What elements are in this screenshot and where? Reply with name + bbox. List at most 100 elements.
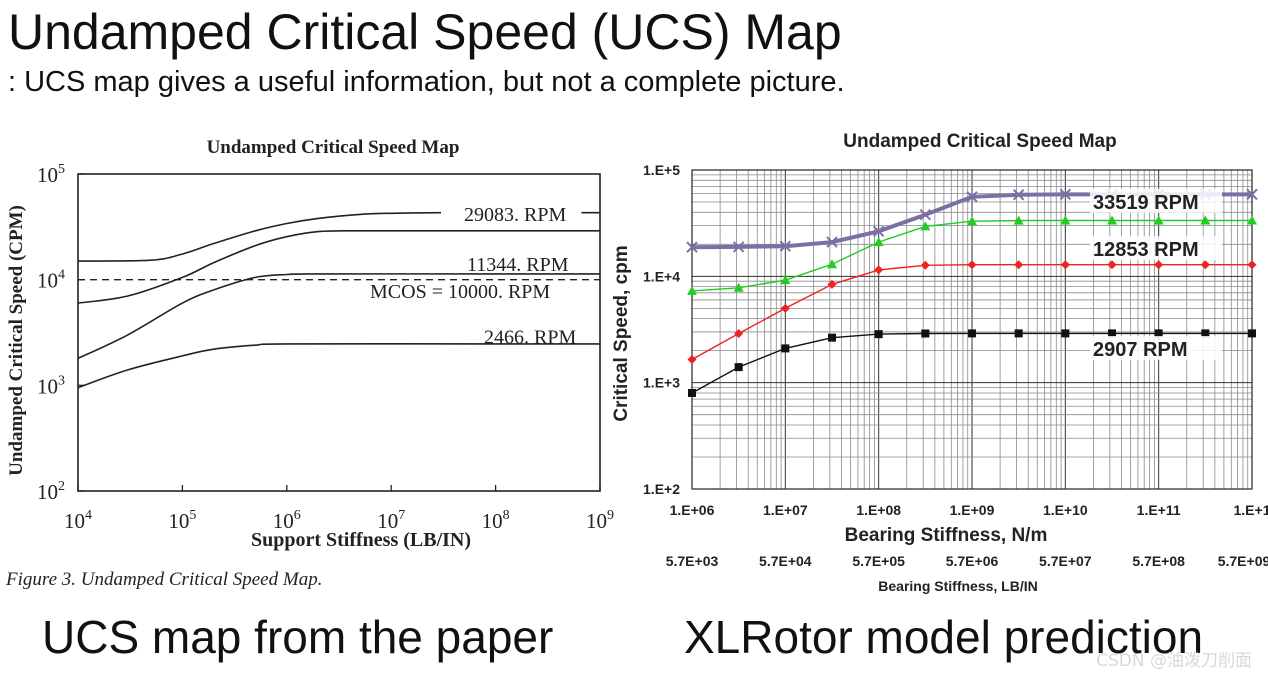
xlrotor-point — [1060, 260, 1070, 270]
xlrotor-x-tick-label: 1.E+06 — [670, 502, 715, 518]
xlrotor-point — [827, 259, 837, 269]
xlrotor-point — [1060, 215, 1071, 225]
xlrotor-y-axis-label: Critical Speed, cpm — [611, 245, 632, 421]
xlrotor-point — [732, 241, 745, 253]
xlrotor-annotation: 12853 RPM — [1093, 239, 1199, 261]
caption-paper: UCS map from the paper — [42, 611, 554, 663]
paper-annotation: 11344. RPM — [467, 254, 569, 276]
xlrotor-point — [919, 208, 932, 221]
xlrotor-point — [1153, 215, 1164, 225]
xlrotor-annotation-bg — [1090, 336, 1222, 361]
xlrotor-point — [779, 240, 792, 252]
paper-x-tick-label: 106 — [273, 508, 301, 533]
xlrotor-point — [921, 329, 930, 338]
watermark: CSDN @油泼刀削面 — [1096, 651, 1252, 671]
xlrotor-annotation-bg — [1090, 236, 1222, 261]
xlrotor-point — [1108, 329, 1116, 338]
xlrotor-y-tick-label: 1.E+4 — [643, 268, 680, 284]
xlrotor-point — [1200, 260, 1210, 270]
xlrotor-y-tick-label: 1.E+3 — [643, 375, 680, 391]
xlrotor-point — [920, 221, 931, 231]
xlrotor-point — [733, 282, 744, 292]
xlrotor-point — [781, 344, 790, 353]
paper-curve-mode2 — [77, 273, 600, 360]
paper-chart-title: Undamped Critical Speed Map — [207, 137, 460, 158]
paper-y-tick-label: 103 — [37, 373, 65, 398]
xlrotor-y-tick-label: 1.E+5 — [643, 162, 680, 178]
paper-y-tick-label: 105 — [37, 162, 65, 187]
xlrotor-point — [1107, 260, 1117, 270]
paper-curve-mode1 — [77, 343, 600, 389]
paper-annotation: 29083. RPM — [464, 204, 566, 226]
paper-plot-frame — [77, 173, 601, 492]
xlrotor-point — [1107, 215, 1117, 225]
xlrotor-point — [780, 303, 790, 313]
paper-annotation: 2466. RPM — [484, 326, 576, 348]
xlrotor-x2-tick-label: 5.7E+08 — [1132, 553, 1185, 569]
xlrotor-x2-tick-label: 5.7E+03 — [666, 553, 719, 569]
xlrotor-x-tick-label: 1.E+07 — [763, 502, 808, 518]
xlrotor-point — [1059, 188, 1072, 201]
xlrotor-point — [1154, 260, 1164, 270]
page-title: Undamped Critical Speed (UCS) Map — [8, 4, 842, 60]
xlrotor-point — [734, 328, 744, 338]
xlrotor-x-tick-label: 1.E+1 — [1234, 502, 1268, 518]
xlrotor-point — [826, 236, 838, 248]
xlrotor-point — [1012, 189, 1025, 201]
paper-x-tick-label: 108 — [482, 508, 510, 533]
xlrotor-grid — [691, 170, 1252, 490]
xlrotor-point — [966, 191, 978, 203]
xlrotor-x-axis-label: Bearing Stiffness, N/m — [845, 525, 1048, 546]
xlrotor-x2-axis-label: Bearing Stiffness, LB/IN — [878, 578, 1037, 594]
xlrotor-chart: Undamped Critical Speed Map 1.E+06 1.E+07 1… — [611, 131, 1268, 594]
xlrotor-point — [967, 260, 977, 270]
xlrotor-point — [1154, 329, 1163, 338]
xlrotor-point — [1248, 329, 1256, 338]
xlrotor-point — [1014, 329, 1023, 338]
xlrotor-point — [1014, 260, 1024, 270]
paper-x-tick-label: 107 — [377, 508, 405, 533]
xlrotor-point — [687, 285, 697, 295]
paper-annotation: MCOS = 10000. RPM — [370, 281, 550, 303]
paper-y-tick-label: 102 — [37, 479, 65, 504]
xlrotor-point — [872, 225, 885, 238]
caption-xlrotor: XLRotor model prediction — [684, 611, 1204, 663]
xlrotor-point — [780, 275, 791, 285]
xlrotor-x-tick-label: 1.E+10 — [1043, 502, 1088, 518]
xlrotor-x-tick-label: 1.E+08 — [856, 502, 901, 518]
xlrotor-point — [1061, 329, 1070, 338]
page-subtitle: : UCS map gives a useful information, bu… — [8, 66, 845, 98]
xlrotor-point — [686, 241, 698, 253]
xlrotor-x-tick-label: 1.E+11 — [1137, 502, 1181, 518]
xlrotor-point — [688, 388, 696, 397]
xlrotor-point — [873, 237, 884, 247]
xlrotor-x2-tick-label: 5.7E+06 — [946, 553, 999, 569]
paper-x-tick-label: 105 — [168, 508, 196, 533]
xlrotor-point — [828, 333, 836, 342]
paper-chart: Undamped Critical Speed Map 104 105 106 107 1… — [5, 137, 614, 590]
xlrotor-annotation: 33519 RPM — [1093, 192, 1199, 214]
paper-y-tick-label: 104 — [37, 268, 65, 293]
xlrotor-point — [1201, 329, 1210, 338]
xlrotor-x2-tick-label: 5.7E+09 — [1218, 553, 1268, 569]
xlrotor-point — [874, 330, 883, 339]
xlrotor-point — [1013, 215, 1024, 225]
xlrotor-point — [968, 329, 976, 338]
xlrotor-point — [687, 355, 697, 365]
paper-x-tick-label: 109 — [586, 508, 614, 533]
xlrotor-y-tick-label: 1.E+2 — [643, 481, 680, 497]
xlrotor-point — [1246, 188, 1258, 201]
xlrotor-x2-tick-label: 5.7E+04 — [759, 553, 812, 569]
xlrotor-point — [827, 279, 837, 289]
xlrotor-point — [874, 265, 884, 275]
xlrotor-chart-title: Undamped Critical Speed Map — [843, 131, 1116, 152]
paper-y-axis-label: Undamped Critical Speed (CPM) — [6, 205, 27, 476]
xlrotor-point — [1200, 215, 1211, 225]
xlrotor-annotation: 2907 RPM — [1093, 339, 1188, 361]
paper-curve-mode3 — [77, 229, 600, 304]
xlrotor-point — [1247, 215, 1257, 225]
xlrotor-x2-tick-label: 5.7E+05 — [852, 553, 905, 569]
xlrotor-point — [920, 260, 930, 270]
xlrotor-x-tick-label: 1.E+09 — [950, 502, 995, 518]
